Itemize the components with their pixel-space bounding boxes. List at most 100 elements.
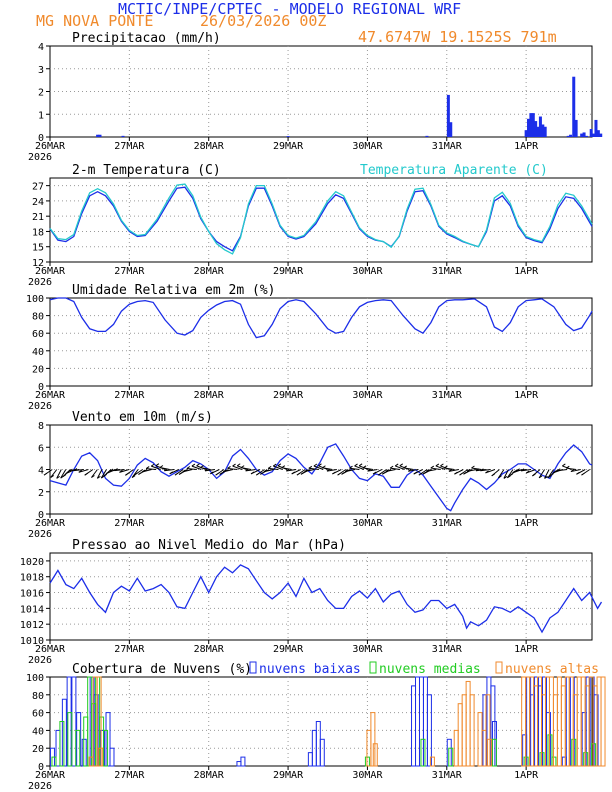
wind-barb-head [65, 471, 70, 475]
bar-clouds-2 [560, 685, 566, 767]
x-tick-label: 27MAR [114, 518, 145, 529]
run-time: 26/03/2026 00Z [200, 12, 326, 30]
bar-clouds-2 [98, 747, 104, 767]
bar-clouds-1 [75, 729, 81, 767]
station-name: MG NOVA PONTE [36, 12, 153, 30]
y-tick-label: 2 [38, 88, 44, 99]
wind-barb [362, 467, 374, 470]
wind-barb-head [426, 469, 430, 472]
wind-barb-head [281, 465, 286, 469]
wind-barb-head [236, 463, 241, 467]
y-tick-label: 4 [38, 42, 44, 53]
bar-precip-0 [536, 126, 540, 137]
wind-barb-head [444, 465, 448, 469]
bar-clouds-0 [307, 752, 313, 767]
wind-barb-head [550, 473, 554, 477]
wind-barb-head [196, 463, 200, 467]
wind-barb [268, 467, 279, 470]
y-tick-label: 20 [32, 364, 44, 375]
wind-barb-head [512, 470, 516, 474]
x-tick-label: 27MAR [114, 390, 145, 401]
wind-barb-head [322, 465, 326, 469]
wind-barb-head [454, 471, 458, 475]
wind-barb [547, 469, 555, 479]
wind-barb-head [372, 471, 377, 475]
wind-barb-head [73, 468, 78, 472]
bar-clouds-1 [59, 721, 65, 767]
x-tick-label: 1APR [514, 390, 539, 401]
wind-barb-head [291, 471, 295, 475]
x-tick-label: 1APR [514, 141, 539, 152]
bar-precip-0 [531, 113, 535, 137]
wind-barb [141, 469, 152, 473]
bar-precip-0 [98, 134, 102, 137]
wind-barb-head [109, 468, 114, 472]
x-tick-label: 26MAR [35, 141, 66, 152]
legend-nuvens-altas: nuvens altas [505, 662, 599, 677]
wind-barb-head [296, 472, 301, 476]
wind-barb-head [210, 471, 214, 475]
y-tick-label: 60 [32, 709, 44, 720]
wind-barb-head [304, 469, 308, 473]
series-line-wind-0 [49, 443, 593, 512]
y-tick-label: 2 [38, 488, 44, 499]
wind-barb-head [516, 468, 520, 472]
wind-barb-head [318, 463, 322, 467]
x-tick-year: 2026 [28, 781, 52, 792]
panel-frame [49, 297, 593, 387]
wind-barb [426, 469, 437, 472]
bar-clouds-1 [103, 729, 109, 767]
y-tick-label: 18 [32, 227, 44, 238]
wind-barb-head [385, 469, 390, 472]
wind-barb-head [435, 463, 440, 467]
wind-barb-head [403, 465, 407, 469]
x-tick-label: 26MAR [35, 644, 66, 655]
wind-barb-head [337, 472, 341, 476]
bar-precip-0 [569, 134, 573, 137]
wind-barb-head [525, 470, 530, 474]
legend-nuvens-baixas: nuvens baixas [259, 662, 361, 677]
wind-barb [544, 469, 550, 479]
bar-clouds-0 [315, 721, 321, 767]
wind-barbs [43, 463, 591, 479]
wind-barb [182, 469, 193, 473]
wind-barb-head [174, 472, 179, 476]
legend-apparent-temp: Temperatura Aparente (C) [360, 163, 548, 178]
legend-nuvens-medias: nuvens medias [379, 662, 481, 677]
gridlines [50, 46, 592, 137]
bar-precip-0 [596, 130, 600, 137]
y-tick-label: 1 [38, 110, 44, 121]
wind-barb-head [480, 468, 484, 472]
wind-barb [448, 469, 459, 472]
bar-precip-0 [534, 121, 538, 137]
wind-barb [286, 469, 297, 472]
wind-barb-head [399, 463, 404, 467]
y-tick-label: 1010 [20, 636, 44, 647]
y-tick-label: 1012 [20, 620, 44, 631]
bar-precip-0 [527, 118, 531, 137]
wind-barb-head [463, 471, 467, 475]
x-tick-label: 28MAR [194, 518, 225, 529]
wind-barb-head [204, 468, 209, 472]
x-tick-label: 29MAR [273, 644, 304, 655]
wind-barb-head [97, 475, 101, 479]
wind-barb [326, 469, 337, 472]
wind-barb-head [556, 468, 561, 472]
wind-barb [430, 467, 441, 470]
panel-frame [49, 177, 593, 263]
y-tick-label: 1018 [20, 573, 44, 584]
bar-clouds-0 [109, 747, 115, 767]
wind-barb-head [240, 465, 245, 469]
wind-barb-head [466, 468, 471, 472]
wind-barb-head [114, 468, 118, 472]
x-tick-label: 30MAR [352, 518, 383, 529]
wind-barb [308, 467, 319, 470]
bar-clouds-1 [491, 738, 497, 767]
gridlines [50, 677, 592, 766]
bar-clouds-2 [576, 676, 582, 767]
wind-barb-head [344, 469, 349, 473]
x-tick-label: 27MAR [114, 770, 145, 781]
